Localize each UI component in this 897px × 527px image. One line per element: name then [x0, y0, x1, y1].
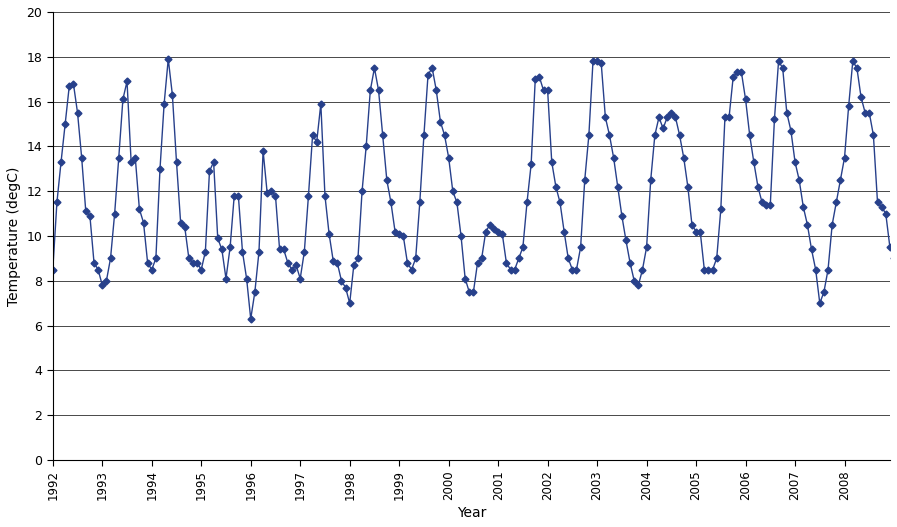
- Y-axis label: Temperature (degC): Temperature (degC): [7, 167, 21, 306]
- X-axis label: Year: Year: [457, 506, 486, 520]
